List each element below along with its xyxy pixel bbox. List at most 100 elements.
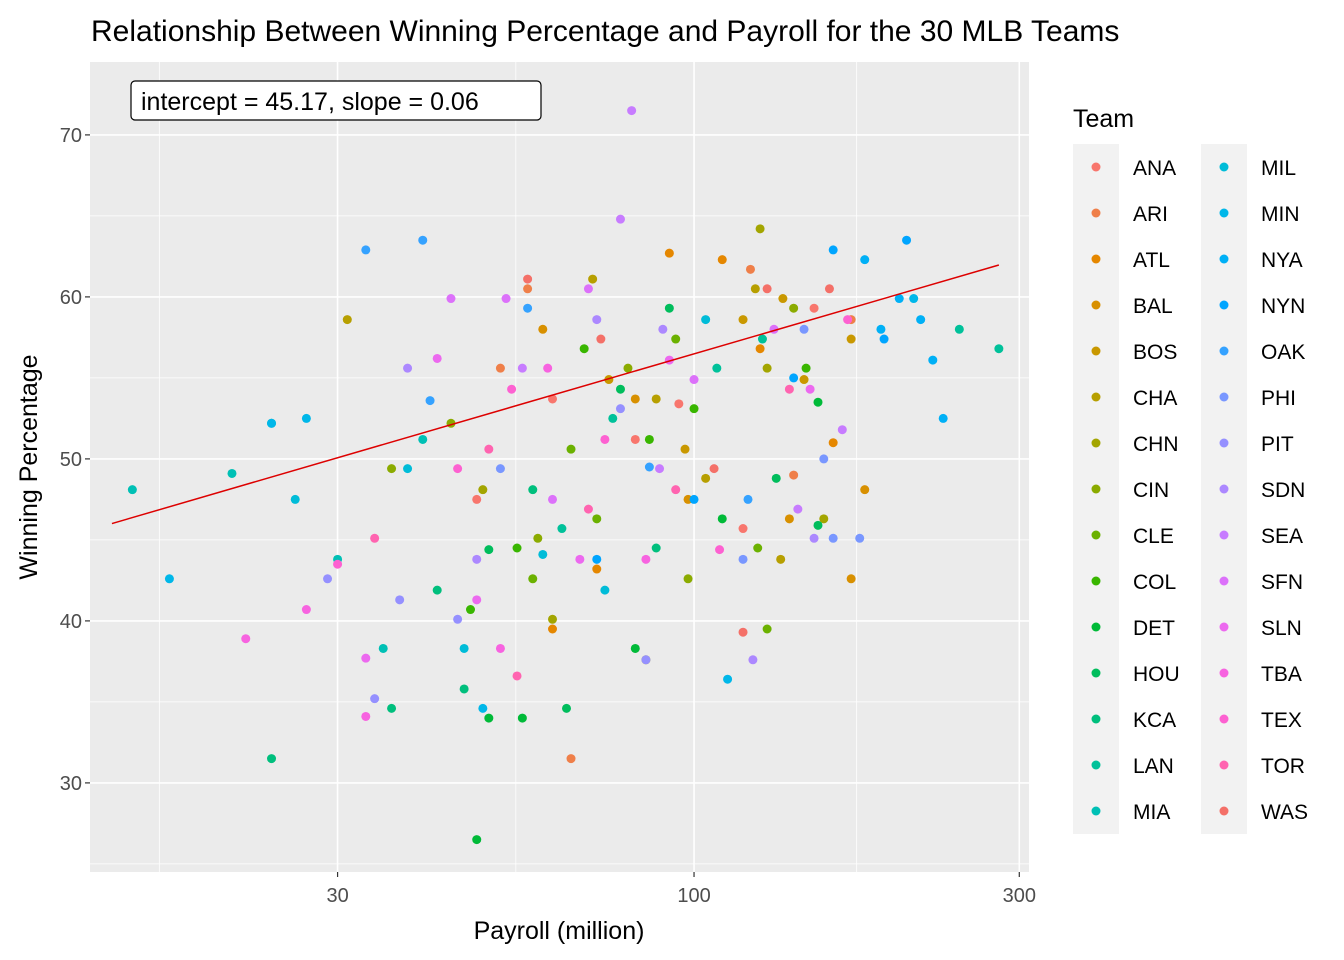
data-point-chn — [755, 224, 765, 234]
data-point-ana — [809, 303, 819, 313]
data-point-nyn — [902, 235, 912, 245]
legend-key-cle — [1091, 530, 1101, 540]
legend-key-bos — [1091, 346, 1101, 356]
data-point-sfn — [501, 294, 511, 304]
data-point-atl — [717, 255, 727, 265]
data-point-cin — [387, 464, 397, 474]
x-tick-label: 300 — [1003, 885, 1036, 907]
legend-label-cle: CLE — [1133, 525, 1174, 548]
data-point-sfn — [689, 375, 699, 385]
data-point-sln — [472, 595, 482, 605]
data-point-sea — [615, 214, 625, 224]
data-point-nyn — [689, 494, 699, 504]
data-point-hou — [664, 303, 674, 313]
data-point-was — [596, 334, 606, 344]
data-point-phi — [495, 464, 505, 474]
y-tick-label: 70 — [60, 125, 82, 147]
data-point-min — [164, 574, 174, 584]
data-point-kca — [387, 703, 397, 713]
legend-label-tor: TOR — [1261, 755, 1305, 778]
legend-label-was: WAS — [1261, 801, 1308, 824]
legend-label-sea: SEA — [1261, 525, 1303, 548]
annotation-text: intercept = 45.17, slope = 0.06 — [141, 88, 479, 116]
data-point-cle — [592, 514, 602, 524]
x-tick-label: 30 — [326, 885, 348, 907]
data-point-tex — [453, 464, 463, 474]
data-point-mil — [538, 549, 548, 559]
data-point-chn — [819, 514, 829, 524]
data-point-oak — [361, 245, 371, 255]
data-point-lan — [557, 524, 567, 534]
fit-annotation: intercept = 45.17, slope = 0.06 — [130, 80, 542, 121]
y-tick-label: 60 — [60, 287, 82, 309]
data-point-lan — [994, 344, 1004, 354]
data-point-nya — [860, 255, 870, 265]
data-point-bal — [784, 514, 794, 524]
data-point-cin — [683, 574, 693, 584]
y-axis-title: Winning Percentage — [15, 354, 43, 579]
x-axis: 30 100 300 — [326, 872, 1036, 907]
legend-label-atl: ATL — [1133, 249, 1170, 272]
data-point-pit — [615, 404, 625, 414]
data-point-lan — [608, 413, 618, 423]
data-point-oak — [425, 396, 435, 406]
data-point-atl — [548, 624, 558, 634]
legend-key-tex — [1219, 714, 1229, 724]
data-point-kca — [267, 754, 277, 764]
data-point-tex — [600, 434, 610, 444]
data-point-cin — [533, 533, 543, 543]
data-point-nyn — [828, 245, 838, 255]
data-point-tor — [370, 533, 380, 543]
data-point-tor — [583, 504, 593, 514]
legend-key-sfn — [1219, 576, 1229, 586]
data-point-col — [512, 543, 522, 553]
data-point-sdn — [748, 655, 758, 665]
data-point-mia — [127, 485, 137, 495]
x-tick-label: 100 — [677, 885, 710, 907]
legend-label-tex: TEX — [1261, 709, 1302, 732]
data-point-min — [301, 413, 311, 423]
legend-title: Team — [1073, 105, 1134, 133]
data-point-tex — [843, 315, 853, 325]
data-point-nya — [928, 355, 938, 365]
data-point-ari — [745, 264, 755, 274]
legend-label-nya: NYA — [1261, 249, 1303, 272]
data-point-bal — [538, 324, 548, 334]
data-point-tor — [512, 671, 522, 681]
legend-key-nya — [1219, 254, 1229, 264]
data-point-phi — [819, 454, 829, 464]
major-gridlines — [90, 62, 1029, 872]
data-point-col — [579, 344, 589, 354]
data-point-cha — [776, 554, 786, 564]
legend-key-det — [1091, 622, 1101, 632]
legend-key-tba — [1219, 668, 1229, 678]
legend-key-kca — [1091, 714, 1101, 724]
data-point-ari — [789, 470, 799, 480]
legend-key-was — [1219, 806, 1229, 816]
legend-label-min: MIN — [1261, 203, 1300, 226]
legend-key-mil — [1219, 162, 1229, 172]
data-point-nya — [876, 324, 886, 334]
data-point-min — [909, 294, 919, 304]
data-point-was — [738, 627, 748, 637]
data-point-bal — [860, 485, 870, 495]
data-point-lan — [954, 324, 964, 334]
data-point-atl — [828, 438, 838, 448]
data-point-pit — [453, 614, 463, 624]
legend-label-ari: ARI — [1133, 203, 1168, 226]
legend-key-sea — [1219, 530, 1229, 540]
data-point-col — [465, 605, 475, 615]
legend-key-nyn — [1219, 300, 1229, 310]
data-point-phi — [738, 554, 748, 564]
legend-key-bal — [1091, 300, 1101, 310]
data-point-nya — [916, 315, 926, 325]
data-point-mia — [378, 643, 388, 653]
data-point-det — [517, 713, 527, 723]
data-point-ana — [548, 394, 558, 404]
legend-label-det: DET — [1133, 617, 1175, 640]
data-point-sea — [655, 464, 665, 474]
data-point-chn — [762, 363, 772, 373]
data-point-bos — [778, 294, 788, 304]
chart-title: Relationship Between Winning Percentage … — [91, 15, 1119, 48]
data-point-min — [478, 703, 488, 713]
